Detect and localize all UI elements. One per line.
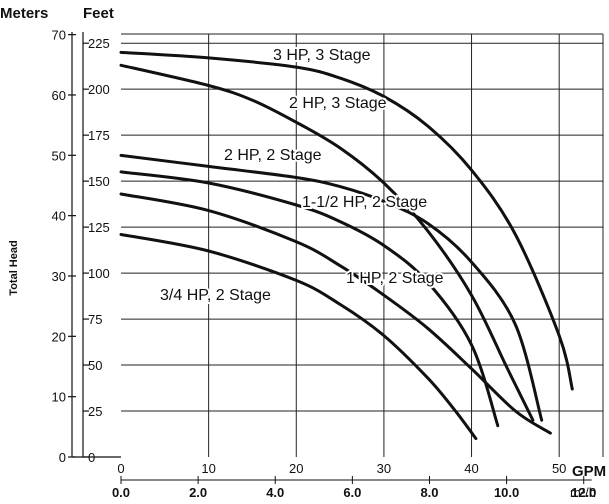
m3h-tick-label: 0.0 — [112, 485, 130, 500]
feet-tick-label: 25 — [88, 404, 102, 419]
feet-tick-label: 0 — [88, 450, 95, 465]
feet-tick-label: 200 — [88, 82, 110, 97]
feet-tick-label: 175 — [88, 128, 110, 143]
curves — [119, 50, 574, 441]
meters-tick-label: 20 — [52, 329, 66, 344]
curve-label-2: 2 HP, 3 Stage — [289, 95, 387, 112]
axes — [68, 32, 592, 484]
feet-tick-label: 75 — [88, 312, 102, 327]
meters-tick-label: 40 — [52, 209, 66, 224]
m3h-tick-label: 6.0 — [343, 485, 361, 500]
curve-4 — [119, 170, 500, 428]
y-axis-title: Total Head — [8, 240, 20, 295]
m3h-tick-label: 8.0 — [420, 485, 438, 500]
m3h-tick-label: 4.0 — [266, 485, 284, 500]
curve-6 — [119, 233, 478, 441]
curve-5 — [119, 192, 552, 435]
gpm-tick-label: 20 — [289, 461, 303, 476]
m3h-tick-label: 2.0 — [189, 485, 207, 500]
meters-tick-label: 10 — [52, 390, 66, 405]
m3h-tick-label: 10.0 — [494, 485, 519, 500]
feet-tick-label: 225 — [88, 36, 110, 51]
curve-label-3: 2 HP, 2 Stage — [224, 147, 322, 164]
curve-label-1: 3 HP, 3 Stage — [273, 47, 371, 64]
meters-tick-label: 50 — [52, 148, 66, 163]
gpm-tick-label: 0 — [117, 461, 124, 476]
feet-tick-label: 50 — [88, 358, 102, 373]
meters-tick-label: 70 — [52, 28, 66, 43]
meters-tick-label: 30 — [52, 269, 66, 284]
feet-tick-label: 100 — [88, 266, 110, 281]
m3h-unit-label: m³/h — [570, 485, 596, 500]
feet-tick-label: 125 — [88, 220, 110, 235]
meters-unit-label: Meters — [0, 5, 48, 22]
curve-label-5: 1 HP, 2 Stage — [346, 270, 444, 287]
m3h-tick-label: 12.0 — [571, 485, 596, 500]
curve-label-4: 1-1/2 HP, 2 Stage — [302, 194, 427, 211]
feet-unit-label: Feet — [83, 5, 114, 22]
gpm-tick-label: 10 — [201, 461, 215, 476]
meters-tick-label: 0 — [59, 450, 66, 465]
meters-tick-label: 60 — [52, 88, 66, 103]
curve-label-6: 3/4 HP, 2 Stage — [160, 287, 271, 304]
curve-3 — [119, 153, 544, 422]
gpm-tick-label: 30 — [377, 461, 391, 476]
curve-1 — [119, 50, 574, 391]
curve-2 — [119, 63, 535, 422]
gpm-unit-label: GPM — [572, 463, 606, 480]
feet-tick-label: 150 — [88, 174, 110, 189]
gpm-tick-label: 40 — [464, 461, 478, 476]
gpm-tick-label: 50 — [552, 461, 566, 476]
labels: 0255075100125150175200225010203040506070… — [0, 5, 606, 500]
